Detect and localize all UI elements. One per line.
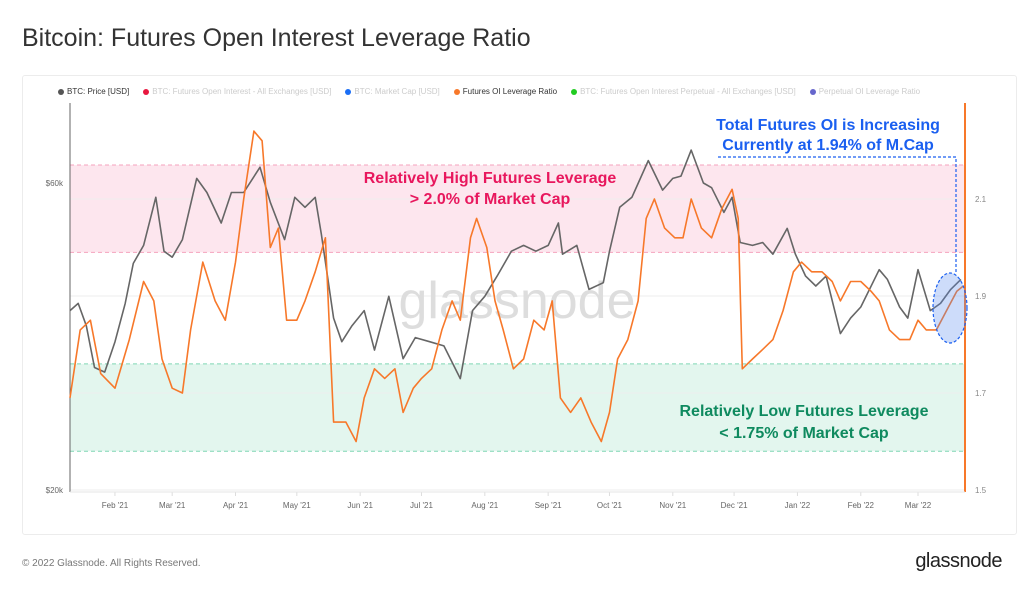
x-tick-label: Jan '22	[785, 501, 811, 510]
legend-dot-icon	[571, 88, 578, 95]
glassnode-logo: glassnode	[915, 550, 1002, 572]
low-leverage-band	[70, 363, 965, 452]
x-tick-label: Oct '21	[597, 501, 623, 510]
x-tick-label: Nov '21	[659, 501, 686, 510]
high-annotation-line2: > 2.0% of Market Cap	[410, 191, 571, 208]
y-right-tick-label: 1.5	[975, 486, 987, 495]
legend-item[interactable]: BTC: Futures Open Interest Perpetual - A…	[571, 87, 796, 96]
x-tick-label: Sep '21	[535, 501, 562, 510]
legend-item[interactable]: BTC: Market Cap [USD]	[345, 87, 440, 96]
leverage-ratio-line	[69, 130, 964, 443]
watermark: glassnode	[398, 272, 635, 330]
page-title: Bitcoin: Futures Open Interest Leverage …	[22, 24, 531, 52]
x-tick-label: Mar '22	[905, 501, 932, 510]
x-tick-label: Feb '22	[848, 501, 875, 510]
legend-dot-icon	[453, 88, 460, 95]
x-tick-label: Jul '21	[410, 501, 433, 510]
high-leverage-band	[70, 165, 965, 253]
chart-legend: BTC: Price [USD] BTC: Futures Open Intere…	[58, 87, 920, 96]
x-tick-label: Jun '21	[347, 501, 373, 510]
x-tick-label: Apr '21	[223, 501, 249, 510]
chart-card	[22, 75, 1017, 535]
annotation-connector	[718, 156, 957, 273]
low-annotation-line2: < 1.75% of Market Cap	[719, 425, 889, 442]
legend-dot-icon	[345, 88, 352, 95]
legend-item[interactable]: Perpetual OI Leverage Ratio	[809, 87, 921, 96]
legend-dot-icon	[58, 88, 64, 95]
legend-label: Perpetual OI Leverage Ratio	[818, 87, 921, 96]
y-left-tick-label: $60k	[46, 179, 64, 188]
legend-item[interactable]: BTC: Price [USD]	[58, 87, 129, 96]
x-tick-label: Aug '21	[471, 501, 498, 510]
x-tick-label: Dec '21	[721, 501, 748, 510]
legend-label: BTC: Price [USD]	[67, 87, 130, 96]
current-annotation-line2: Currently at 1.94% of M.Cap	[722, 137, 934, 154]
legend-label: BTC: Futures Open Interest - All Exchang…	[152, 87, 332, 96]
copyright: © 2022 Glassnode. All Rights Reserved.	[22, 558, 201, 569]
legend-dot-icon	[143, 88, 150, 95]
legend-item[interactable]: BTC: Futures Open Interest - All Exchang…	[143, 87, 331, 96]
legend-label: BTC: Market Cap [USD]	[354, 87, 440, 96]
legend-item[interactable]: Futures OI Leverage Ratio	[453, 87, 558, 96]
price-line	[69, 149, 962, 380]
x-tick-label: Feb '21	[102, 501, 129, 510]
y-right-tick-label: 1.9	[975, 292, 987, 301]
x-tick-label: Mar '21	[159, 501, 186, 510]
legend-label: Futures OI Leverage Ratio	[462, 87, 558, 96]
y-right-tick-label: 1.7	[975, 389, 987, 398]
legend-label: BTC: Futures Open Interest Perpetual - A…	[580, 87, 796, 96]
legend-dot-icon	[809, 88, 816, 95]
low-annotation-line1: Relatively Low Futures Leverage	[680, 403, 929, 420]
y-left-tick-label: $20k	[46, 486, 64, 495]
highlight-ellipse	[932, 272, 968, 344]
x-tick-label: May '21	[283, 501, 311, 510]
y-right-tick-label: 2.1	[975, 195, 987, 204]
current-annotation-line1: Total Futures OI is Increasing	[716, 117, 940, 134]
high-annotation-line1: Relatively High Futures Leverage	[364, 170, 617, 187]
